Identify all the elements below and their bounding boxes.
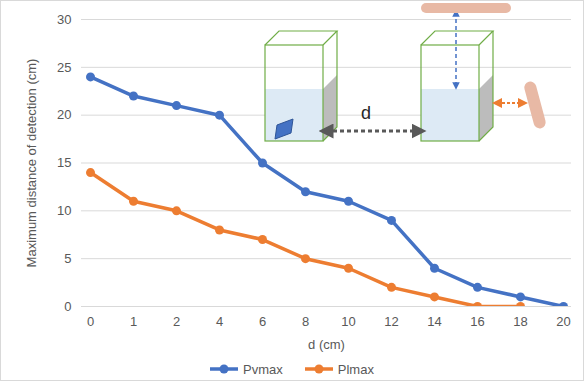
svg-text:15: 15	[57, 155, 71, 170]
svg-text:14: 14	[427, 314, 441, 329]
svg-text:4: 4	[216, 314, 223, 329]
svg-text:2: 2	[173, 314, 180, 329]
svg-text:20: 20	[556, 314, 570, 329]
svg-text:12: 12	[384, 314, 398, 329]
svg-text:1: 1	[130, 314, 137, 329]
svg-text:d: d	[361, 103, 371, 123]
svg-text:30: 30	[57, 12, 71, 27]
svg-text:0: 0	[87, 314, 94, 329]
svg-text:0: 0	[64, 299, 71, 314]
svg-text:18: 18	[513, 314, 527, 329]
svg-text:10: 10	[341, 314, 355, 329]
svg-text:25: 25	[57, 59, 71, 74]
svg-text:d (cm): d (cm)	[308, 337, 345, 352]
html-text:Pvmax: Pvmax	[243, 361, 283, 377]
svg-text:20: 20	[57, 107, 71, 122]
svg-text:10: 10	[57, 203, 71, 218]
svg-text:8: 8	[302, 314, 309, 329]
svg-text:16: 16	[470, 314, 484, 329]
svg-text:5: 5	[64, 251, 71, 266]
svg-text:Maximum distance of detection: Maximum distance of detection (cm)	[24, 59, 39, 268]
svg-text:6: 6	[259, 314, 266, 329]
html-text:Plmax: Plmax	[337, 361, 374, 377]
